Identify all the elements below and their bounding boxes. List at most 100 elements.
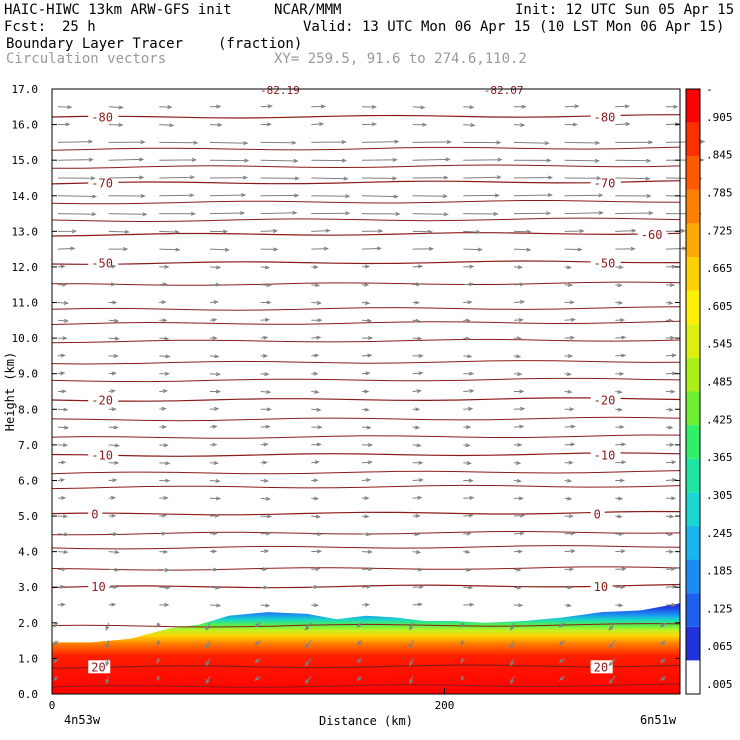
wind-vector — [412, 318, 421, 323]
valid-time: Valid: 13 UTC Mon 06 Apr 15 (10 LST Mon … — [303, 19, 725, 35]
wind-vector — [356, 622, 363, 628]
contour-label-bg — [590, 660, 613, 674]
colorbar-swatch — [686, 626, 700, 661]
wind-vector — [159, 424, 168, 429]
wind-vector — [615, 514, 623, 519]
wind-vector — [159, 354, 171, 359]
colorbar-label: .005 — [706, 678, 733, 691]
wind-vector — [412, 478, 424, 483]
wind-vector — [564, 335, 576, 340]
wind-vector — [564, 531, 576, 536]
colorbar-frame — [685, 88, 701, 695]
contour-label: -82.07 — [484, 84, 524, 97]
contour-label-bg — [88, 448, 119, 462]
y-axis-label: Height (km) — [3, 352, 17, 431]
wind-vector — [57, 514, 69, 519]
wind-vector — [361, 602, 370, 607]
wind-vector — [159, 105, 173, 110]
wind-vector — [463, 461, 472, 466]
wind-vector — [460, 640, 465, 646]
colorbar-swatch — [686, 189, 700, 224]
wind-vector — [311, 122, 325, 127]
wind-vector — [57, 567, 67, 572]
wind-vector — [513, 141, 550, 146]
wind-vector — [209, 104, 222, 109]
y-tick-label: 8.0 — [18, 403, 38, 416]
wind-vector — [665, 246, 688, 251]
wind-vector — [412, 175, 449, 180]
wind-vector — [615, 140, 654, 145]
wind-vector — [361, 584, 372, 589]
wind-vector — [463, 478, 474, 483]
field-name: Boundary Layer Tracer — [6, 36, 184, 52]
wind-vector — [159, 443, 169, 448]
wind-vector — [362, 389, 370, 394]
colorbar-label: .365 — [706, 451, 733, 464]
wind-vector — [513, 211, 552, 216]
wind-vector — [666, 104, 679, 109]
wind-vector — [57, 353, 66, 358]
temperature-contour-line — [51, 470, 681, 475]
wind-vector — [409, 640, 414, 649]
wind-vector — [412, 229, 433, 234]
contour-label-bg — [88, 176, 119, 190]
wind-vector — [463, 140, 502, 145]
wind-vector — [412, 105, 426, 110]
wind-vector — [665, 282, 676, 287]
contour-label: -50 — [594, 256, 616, 270]
wind-vector — [260, 300, 272, 305]
wind-vector — [564, 514, 574, 519]
wind-vector — [513, 513, 526, 518]
wind-vector — [159, 567, 171, 572]
wind-vector — [260, 442, 269, 447]
wind-vector — [159, 282, 168, 287]
wind-vector — [209, 211, 246, 216]
wind-vector — [205, 622, 211, 631]
colorbar-swatch — [686, 324, 700, 358]
model-title: HAIC-HIWC 13km ARW-GFS init — [4, 2, 232, 18]
wind-vector — [57, 318, 70, 323]
colorbar-label: .665 — [706, 262, 733, 275]
wind-vector — [463, 211, 499, 216]
wind-vector — [159, 549, 169, 554]
y-tick-label: 10.0 — [12, 332, 39, 345]
temperature-contour-line — [51, 510, 681, 516]
wind-vector — [361, 567, 374, 572]
colorbar-label: - — [706, 83, 713, 96]
wind-vector — [615, 531, 624, 536]
wind-vector — [513, 424, 525, 429]
wind-vector — [311, 176, 349, 181]
wind-vector — [209, 265, 222, 270]
wind-vector — [311, 496, 320, 501]
wind-vector — [304, 675, 312, 685]
wind-vector — [159, 602, 170, 607]
forecast-hour: 25 h — [62, 19, 96, 35]
colorbar-swatch — [686, 257, 700, 291]
wind-vector — [108, 371, 117, 376]
wind-vector — [260, 265, 271, 270]
colorbar-label: .785 — [706, 186, 733, 199]
overlay-name: Circulation vectors — [6, 51, 167, 67]
wind-vector — [105, 658, 110, 667]
contour-label-bg — [590, 507, 605, 521]
wind-vector — [659, 622, 667, 628]
wind-vector — [608, 622, 616, 631]
colorbar-label: .125 — [706, 602, 733, 615]
wind-vector — [57, 264, 66, 269]
contour-label-bg — [88, 580, 111, 594]
wind-vector — [412, 550, 422, 555]
wind-vector — [463, 389, 475, 394]
wind-vector — [615, 603, 624, 608]
wind-vector — [463, 567, 472, 572]
wind-vector — [665, 602, 677, 607]
wind-vector — [513, 585, 522, 590]
wind-vector — [108, 282, 116, 287]
wind-vector — [463, 425, 472, 430]
contour-label: -80 — [91, 110, 113, 124]
wind-vector — [260, 140, 297, 145]
wind-vector — [209, 175, 249, 180]
colorbar-swatch — [686, 156, 700, 190]
y-tick-label: 16.0 — [12, 119, 39, 132]
wind-vector — [460, 658, 465, 664]
